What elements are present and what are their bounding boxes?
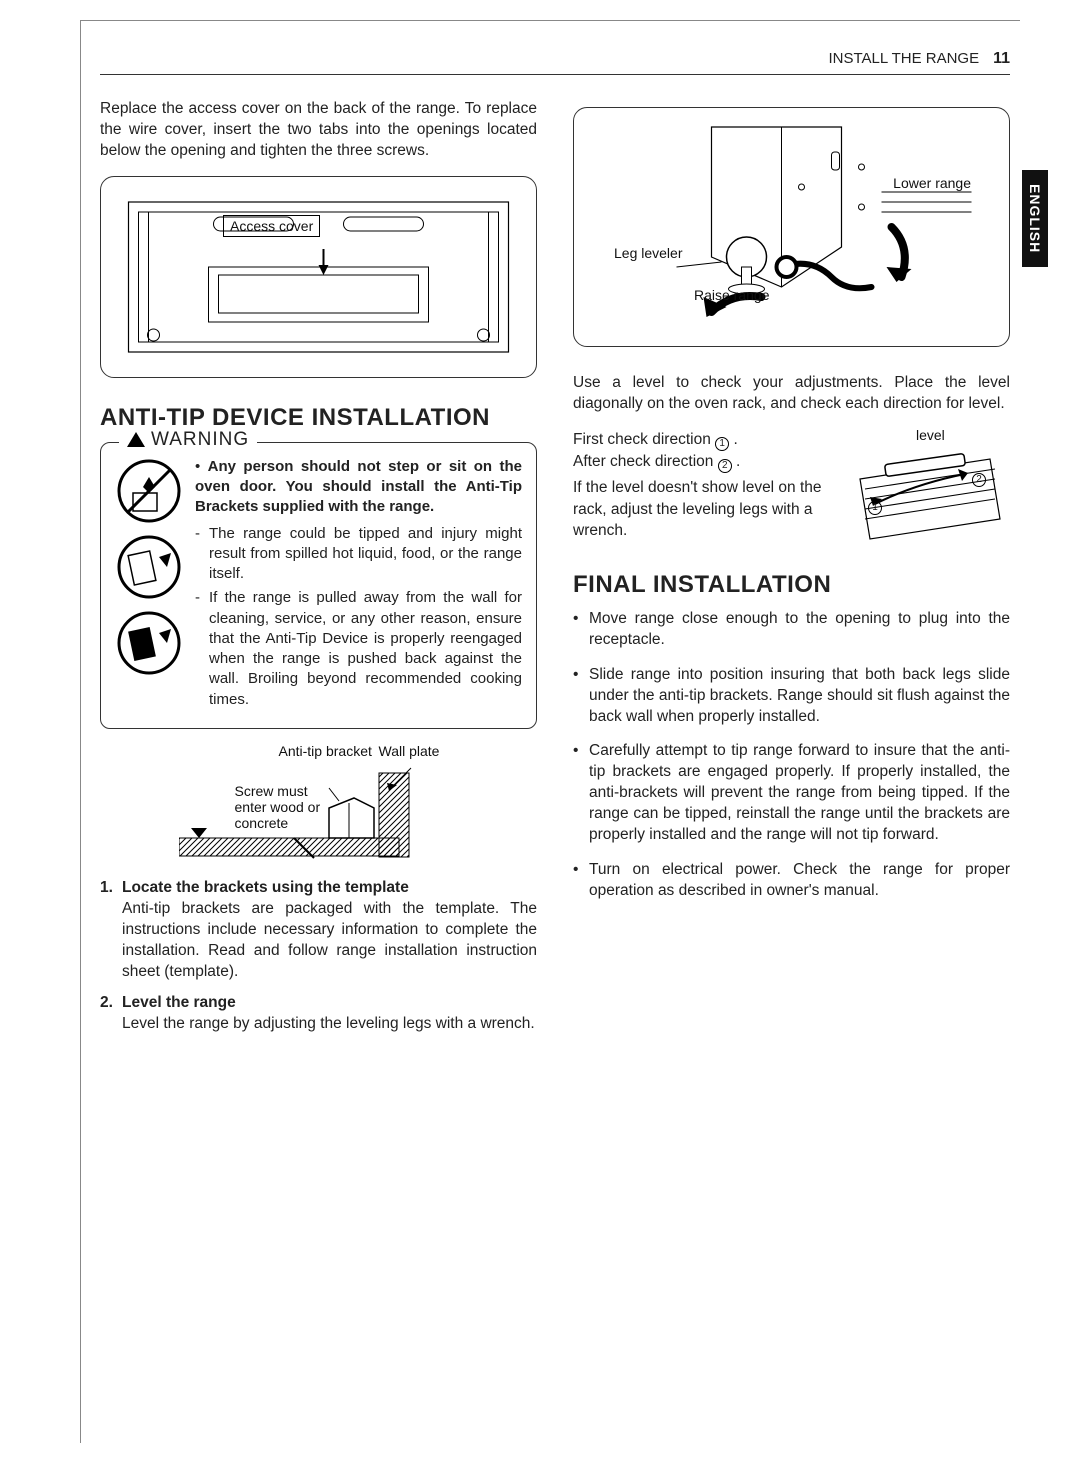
- no-step-icon: [115, 457, 183, 525]
- intro-paragraph: Replace the access cover on the back of …: [100, 99, 537, 162]
- list-item: Carefully attempt to tip range forward t…: [573, 741, 1010, 846]
- step-title: Locate the brackets using the template: [122, 879, 537, 897]
- leg-leveler-diagram: [584, 117, 999, 337]
- warning-icons-column: [115, 457, 183, 714]
- level-diagram: [840, 429, 1010, 549]
- heading-anti-tip: ANTI-TIP DEVICE INSTALLATION: [100, 404, 537, 432]
- label-leg-leveler: Leg leveler: [614, 245, 683, 261]
- level-check-paragraph: Use a level to check your adjustments. P…: [573, 373, 1010, 415]
- warning-box: WARNING: [100, 442, 537, 729]
- warning-triangle-icon: [127, 432, 145, 447]
- warning-text: • Any person should not step or sit on t…: [195, 457, 522, 714]
- level-check-block: First check direction 1 . After check di…: [573, 429, 1010, 549]
- circled-1-icon: 1: [715, 437, 729, 451]
- page-number: 11: [993, 50, 1010, 68]
- warning-item: If the range is pulled away from the wal…: [195, 588, 522, 710]
- label-screw-note: Screw must enter wood or concrete: [235, 783, 325, 831]
- step-body: Anti-tip brackets are packaged with the …: [122, 899, 537, 983]
- heading-final-installation: FINAL INSTALLATION: [573, 571, 1010, 599]
- two-column-layout: Replace the access cover on the back of …: [100, 99, 1010, 1047]
- first-check-line: First check direction: [573, 431, 711, 448]
- warning-label-text: WARNING: [151, 429, 249, 451]
- language-tab: ENGLISH: [1022, 170, 1048, 267]
- diagram-circled-1-icon: 1: [868, 501, 882, 515]
- warning-title: WARNING: [119, 429, 257, 451]
- list-item: Slide range into position insuring that …: [573, 665, 1010, 728]
- list-item: Turn on electrical power. Check the rang…: [573, 860, 1010, 902]
- diagram-circled-2-icon: 2: [972, 473, 986, 487]
- label-access-cover: Access cover: [223, 215, 320, 237]
- right-column: Lower range Leg leveler Raise range Use …: [573, 99, 1010, 1047]
- step-body: Level the range by adjusting the levelin…: [122, 1014, 537, 1035]
- page-header: INSTALL THE RANGE 11: [100, 50, 1010, 75]
- figure-leg-leveler: Lower range Leg leveler Raise range: [573, 107, 1010, 347]
- figure-level-on-rack: level 1 2: [840, 429, 1010, 549]
- list-item: Move range close enough to the opening t…: [573, 609, 1010, 651]
- label-anti-tip-bracket: Anti-tip bracket: [279, 743, 372, 759]
- warning-bold-text: Any person should not step or sit on the…: [195, 458, 522, 516]
- step-item: Locate the brackets using the template A…: [100, 879, 537, 983]
- step-title: Level the range: [122, 994, 537, 1012]
- tip-danger-icon-1: [115, 533, 183, 601]
- figure-access-cover: Access cover: [100, 176, 537, 378]
- left-column: Replace the access cover on the back of …: [100, 99, 537, 1047]
- step-item: Level the range Level the range by adjus…: [100, 994, 537, 1035]
- adjust-line: If the level doesn't show level on the r…: [573, 477, 826, 542]
- circled-2-icon: 2: [718, 459, 732, 473]
- header-section-title: INSTALL THE RANGE: [828, 50, 979, 67]
- final-installation-list: Move range close enough to the opening t…: [573, 609, 1010, 902]
- label-raise-range: Raise range: [694, 287, 770, 303]
- level-check-text: First check direction 1 . After check di…: [573, 429, 826, 542]
- figure-anti-tip-bracket: Anti-tip bracket Wall plate Screw must e…: [100, 743, 537, 863]
- tip-danger-icon-2: [115, 609, 183, 677]
- label-level: level: [916, 427, 945, 443]
- after-check-line: After check direction: [573, 453, 713, 470]
- label-wall-plate: Wall plate: [379, 743, 440, 759]
- label-lower-range: Lower range: [893, 175, 971, 191]
- installation-steps: Locate the brackets using the template A…: [100, 879, 537, 1036]
- access-cover-diagram: [111, 187, 526, 367]
- warning-item: The range could be tipped and injury mig…: [195, 524, 522, 585]
